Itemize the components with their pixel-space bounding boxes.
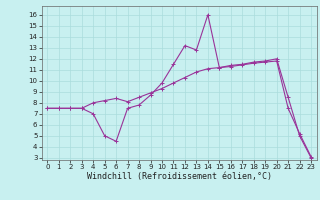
X-axis label: Windchill (Refroidissement éolien,°C): Windchill (Refroidissement éolien,°C) — [87, 172, 272, 181]
